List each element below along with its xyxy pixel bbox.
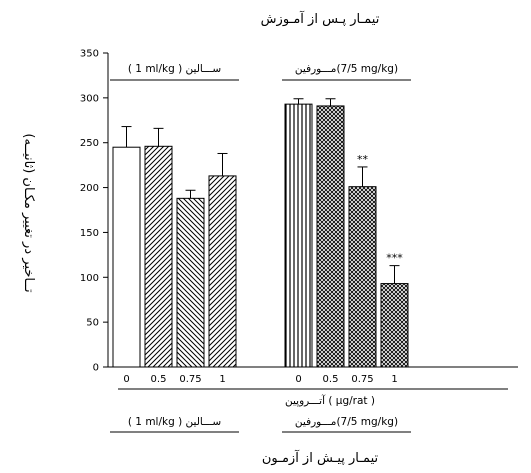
dose-unit-label: آتـــروپین ( µg/rat ) (285, 394, 375, 407)
x-tick-label: 0.5 (151, 374, 167, 385)
y-axis-ticks: 0 50 100 150 200 250 300 350 (80, 49, 108, 374)
significance-marker: *** (386, 252, 403, 265)
group-bottom-label: ( 1 ml/kg ) ســـالین (128, 416, 221, 428)
bar-1-3 (176, 197, 205, 368)
bar-1-2 (144, 145, 173, 368)
y-tick-label: 0 (93, 363, 99, 374)
y-tick-label: 100 (80, 273, 99, 284)
group-top-label: ( 1 ml/kg ) ســـالین (128, 63, 221, 75)
bar-2-2 (316, 105, 345, 368)
x-axis-label: تیمـار پیـش از آزمـون (262, 449, 379, 466)
y-tick-label: 50 (86, 318, 99, 329)
x-tick-label: 0.75 (351, 374, 373, 385)
bar-2-1 (284, 103, 313, 368)
significance-marker: ** (357, 153, 369, 166)
y-axis-label: تــاخیر در تغییر مکـان (ثانیــه) (21, 133, 36, 293)
x-tick-label: 0 (123, 374, 129, 385)
y-tick-label: 350 (80, 49, 99, 60)
bar-2-4 (380, 283, 409, 368)
group-labels: ( 1 ml/kg ) ســـالین ( 1 ml/kg ) ســـالین… (110, 63, 411, 433)
x-tick-label: 1 (391, 374, 397, 385)
group-top-label: مـــورفین(7/5 mg/kg) (295, 63, 398, 75)
bar-1-4 (208, 175, 237, 368)
y-tick-label: 150 (80, 228, 99, 239)
chart-title: تیمـار پـس از آمـوزش (261, 10, 380, 27)
x-tick-label: 0.5 (323, 374, 339, 385)
bar-1-1 (112, 146, 141, 368)
y-tick-label: 300 (80, 93, 99, 104)
bars-layer: ***** (112, 98, 409, 368)
x-tick-label: 0.75 (179, 374, 201, 385)
bar-2-3 (348, 186, 377, 368)
y-tick-label: 200 (80, 183, 99, 194)
y-tick-label: 250 (80, 138, 99, 149)
x-axis-ticks: 0 0.5 0.75 1 0 0.5 0.75 1 (123, 374, 397, 385)
x-tick-label: 1 (219, 374, 225, 385)
x-tick-label: 0 (295, 374, 301, 385)
group-bottom-label: مـــورفین(7/5 mg/kg) (295, 416, 398, 428)
